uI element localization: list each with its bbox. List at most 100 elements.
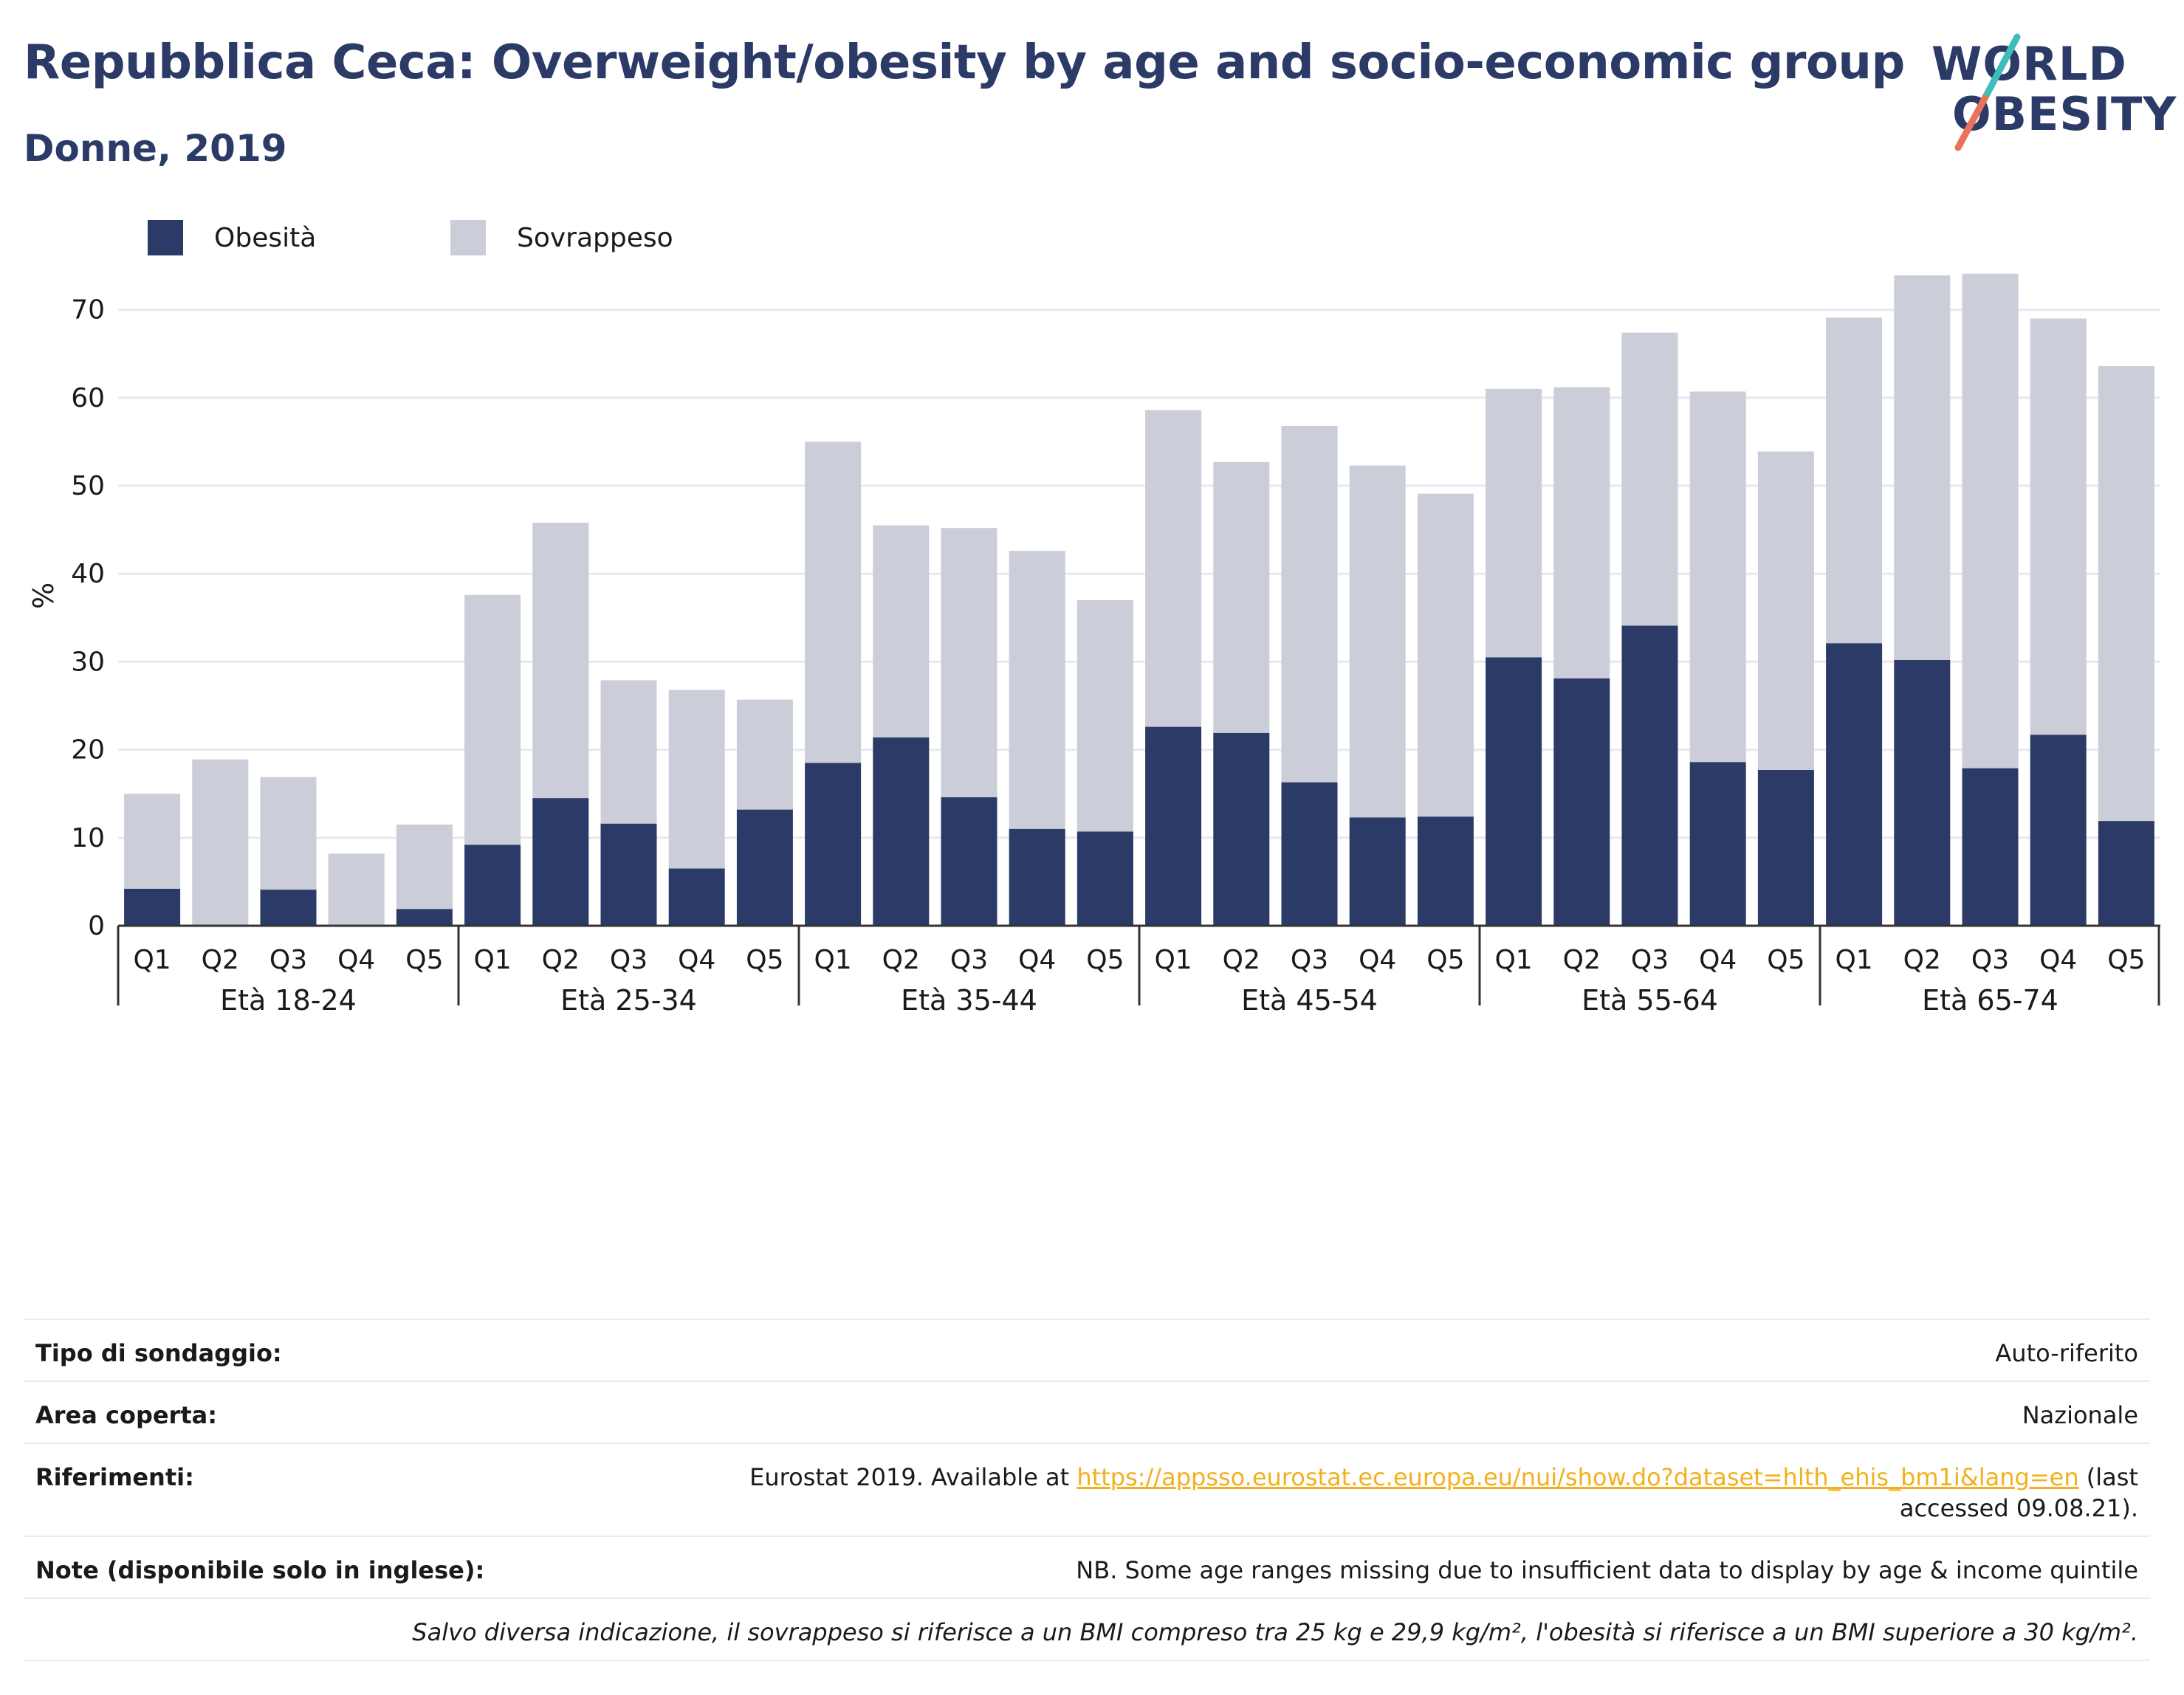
bar-obesita (1009, 828, 1065, 926)
bar-obesita (873, 737, 930, 926)
bar-sovrappeso (192, 759, 249, 926)
bar-obesita (1281, 782, 1338, 926)
bar-obesita (260, 890, 317, 926)
y-tick-label: 50 (71, 471, 105, 501)
group-label: Età 55-64 (1582, 984, 1718, 1017)
bar-obesita (668, 868, 725, 926)
bar-sovrappeso (2098, 365, 2154, 822)
x-tick-label: Q1 (814, 945, 851, 975)
info-value: Nazionale (2022, 1401, 2138, 1429)
bar-sovrappeso (532, 523, 589, 799)
bar-obesita (1826, 643, 1883, 926)
info-value: Eurostat 2019. Available at https://apps… (662, 1462, 2138, 1524)
bar-obesita (124, 888, 181, 926)
x-tick-label: Q4 (2039, 945, 2077, 975)
chart-title: Repubblica Ceca: Overweight/obesity by a… (24, 35, 1905, 90)
x-tick-label: Q4 (1699, 945, 1737, 975)
bar-obesita (1213, 732, 1270, 926)
bar-obesita (1757, 770, 1814, 926)
x-tick-label: Q2 (882, 945, 920, 975)
bar-sovrappeso (1826, 317, 1883, 644)
y-tick-label: 40 (71, 559, 105, 589)
x-tick-label: Q2 (1563, 945, 1601, 975)
bar-sovrappeso (464, 594, 521, 845)
y-tick-label: 70 (71, 295, 105, 326)
bar-sovrappeso (2030, 318, 2087, 735)
group-label: Età 35-44 (901, 984, 1037, 1017)
info-label: Area coperta: (35, 1401, 218, 1429)
legend-label-obesita: Obesità (214, 223, 317, 253)
bar-sovrappeso (668, 690, 725, 869)
info-row-notes: Note (disponibile solo in inglese): NB. … (24, 1536, 2150, 1598)
reference-text: Eurostat 2019. Available at (749, 1463, 1077, 1491)
x-tick-label: Q1 (133, 945, 171, 975)
info-label: Tipo di sondaggio: (35, 1339, 282, 1367)
y-tick-label: 10 (71, 823, 105, 853)
info-row-survey-type: Tipo di sondaggio: Auto-riferito (24, 1318, 2150, 1381)
bar-sovrappeso (1076, 599, 1133, 832)
bar-sovrappeso (1486, 388, 1542, 658)
x-tick-label: Q3 (610, 945, 648, 975)
bar-sovrappeso (1689, 391, 1746, 763)
info-table: Tipo di sondaggio: Auto-riferito Area co… (24, 1318, 2150, 1661)
bar-obesita (600, 823, 657, 926)
info-row-area: Area coperta: Nazionale (24, 1381, 2150, 1443)
world-obesity-logo: WORLD OBESITY (1920, 22, 2176, 155)
bar-sovrappeso (1349, 465, 1406, 818)
bar-sovrappeso (1213, 461, 1270, 733)
x-tick-label: Q5 (1426, 945, 1464, 975)
x-tick-label: Q5 (1086, 945, 1124, 975)
chart-subtitle: Donne, 2019 (24, 127, 287, 170)
bar-sovrappeso (1553, 387, 1610, 679)
info-value: Auto-riferito (1995, 1339, 2138, 1367)
bar-obesita (1962, 768, 2019, 926)
group-label: Età 18-24 (220, 984, 357, 1017)
bar-obesita (2098, 821, 2154, 926)
bar-obesita (1689, 762, 1746, 926)
bar-sovrappeso (600, 680, 657, 824)
reference-link[interactable]: https://appsso.eurostat.ec.europa.eu/nui… (1076, 1463, 2079, 1491)
x-tick-label: Q1 (473, 945, 511, 975)
x-tick-label: Q3 (950, 945, 988, 975)
x-tick-label: Q4 (678, 945, 715, 975)
x-tick-label: Q1 (1835, 945, 1872, 975)
x-tick-label: Q4 (1018, 945, 1056, 975)
bar-obesita (941, 797, 997, 926)
bar-sovrappeso (1009, 551, 1065, 829)
x-tick-label: Q2 (202, 945, 239, 975)
bar-sovrappeso (941, 528, 997, 797)
y-axis-label: % (27, 582, 60, 609)
bar-obesita (1553, 678, 1610, 926)
bar-sovrappeso (124, 794, 181, 889)
bar-obesita (532, 798, 589, 926)
bar-obesita (1145, 726, 1202, 926)
logo-word-world: WORLD (1931, 37, 2127, 91)
bar-obesita (1894, 660, 1951, 926)
x-tick-label: Q3 (269, 945, 307, 975)
bar-sovrappeso (396, 824, 453, 910)
x-tick-label: Q5 (1767, 945, 1804, 975)
bar-obesita (464, 845, 521, 926)
info-value: NB. Some age ranges missing due to insuf… (1076, 1556, 2138, 1584)
logo-slash-icon (1954, 33, 2021, 151)
group-label: Età 65-74 (1922, 984, 2058, 1017)
bar-obesita (1076, 831, 1133, 926)
bar-sovrappeso (260, 777, 317, 890)
x-tick-label: Q3 (1631, 945, 1669, 975)
info-label: Note (disponibile solo in inglese): (35, 1556, 485, 1584)
bar-sovrappeso (1962, 273, 2019, 769)
group-label: Età 25-34 (560, 984, 697, 1017)
legend-swatch-sovrappeso (450, 220, 486, 255)
y-tick-label: 60 (71, 383, 105, 413)
info-row-references: Riferimenti: Eurostat 2019. Available at… (24, 1443, 2150, 1536)
bar-sovrappeso (1894, 275, 1951, 661)
info-row-footnote: Salvo diversa indicazione, il sovrappeso… (24, 1598, 2150, 1661)
x-tick-label: Q1 (1494, 945, 1532, 975)
legend-swatch-obesita (148, 220, 183, 255)
bar-obesita (1349, 817, 1406, 926)
bar-obesita (2030, 735, 2087, 926)
x-tick-label: Q4 (1359, 945, 1396, 975)
x-tick-label: Q5 (405, 945, 443, 975)
info-label: Riferimenti: (35, 1463, 194, 1491)
x-tick-label: Q3 (1971, 945, 2009, 975)
